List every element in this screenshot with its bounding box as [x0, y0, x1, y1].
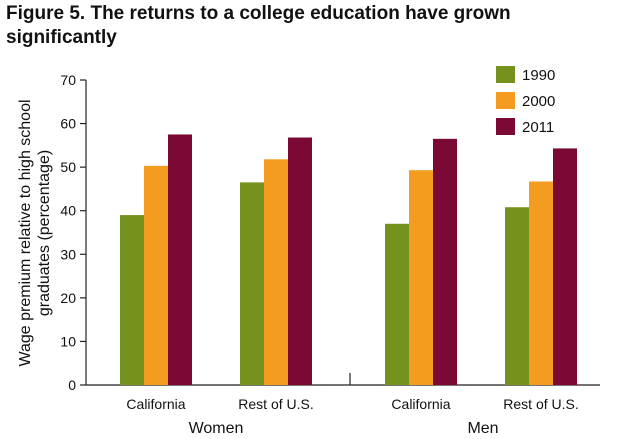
x-tick-label: Rest of U.S. [503, 396, 578, 412]
group-label: Women [189, 420, 244, 437]
y-tick-label: 10 [60, 333, 76, 349]
y-tick-label: 50 [60, 159, 76, 175]
legend-swatch-1990 [496, 66, 515, 83]
y-tick-label: 40 [60, 203, 76, 219]
bar-1990 [385, 223, 409, 385]
legend-label-2011: 2011 [522, 119, 554, 136]
x-tick-label: California [126, 396, 185, 412]
bar-1990 [120, 215, 144, 385]
bar-2011 [168, 134, 192, 385]
bar-2000 [264, 159, 288, 385]
y-axis-label-line: Wage premium relative to high school [17, 99, 34, 366]
bar-2011 [288, 137, 312, 385]
legend-swatch-2000 [496, 92, 515, 109]
chart-title: Figure 5. The returns to a college educa… [6, 3, 511, 48]
bar-2011 [553, 148, 577, 385]
legend-label-1990: 1990 [522, 67, 555, 84]
y-tick-label: 30 [60, 246, 76, 262]
bar-2000 [144, 165, 168, 385]
bar-1990 [240, 182, 264, 385]
bar-2011 [433, 138, 457, 385]
bar-2000 [409, 170, 433, 385]
bar-1990 [505, 207, 529, 385]
y-tick-label: 70 [60, 72, 76, 88]
y-tick-label: 0 [68, 377, 76, 393]
y-axis-label-line: graduates (percentage) [36, 150, 53, 316]
y-tick-label: 60 [60, 116, 76, 132]
y-axis-label: Wage premium relative to high school grad… [17, 99, 53, 366]
legend-swatch-2011 [496, 118, 515, 135]
group-label: Men [467, 420, 498, 437]
legend-label-2000: 2000 [522, 93, 555, 110]
x-tick-label: California [391, 396, 450, 412]
x-tick-label: Rest of U.S. [238, 396, 313, 412]
bar-2000 [529, 181, 553, 385]
y-tick-label: 20 [60, 290, 76, 306]
